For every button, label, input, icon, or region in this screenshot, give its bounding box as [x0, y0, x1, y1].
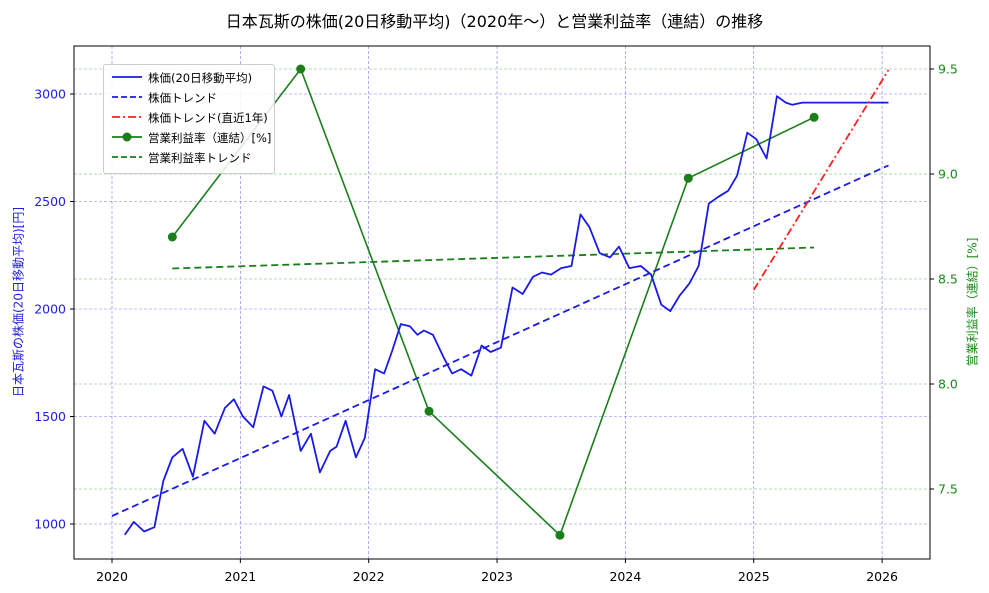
margin-marker	[555, 530, 565, 540]
margin-marker	[167, 232, 177, 242]
legend-item-margin: 営業利益率（連結）[%]	[104, 128, 274, 147]
legend-item-recent-trend: 株価トレンド(直近1年)	[104, 108, 274, 127]
solid-line-icon	[112, 76, 142, 78]
left-tick-label: 1500	[34, 409, 66, 424]
x-tick-label: 2022	[353, 569, 385, 584]
right-tick-label: 9.5	[938, 62, 958, 77]
margin-line	[171, 67, 815, 537]
legend-item-price-trend: 株価トレンド	[104, 88, 274, 107]
legend-item-margin-trend: 営業利益率トレンド	[104, 148, 274, 167]
right-tick-label: 7.5	[938, 482, 958, 497]
right-axis-label: 営業利益率（連結）[%]	[965, 237, 980, 367]
x-tick-label: 2020	[96, 569, 128, 584]
legend-item-price: 株価(20日移動平均)	[104, 68, 274, 87]
x-tick-label: 2025	[738, 569, 770, 584]
chart-title: 日本瓦斯の株価(20日移動平均)（2020年～）と営業利益率（連結）の推移	[225, 12, 764, 31]
right-tick-label: 8.0	[938, 377, 958, 392]
dashdot-line-icon	[112, 116, 142, 118]
x-tick-label: 2021	[224, 569, 256, 584]
series-layer	[111, 64, 890, 540]
plot-frame	[73, 45, 931, 560]
legend: 株価(20日移動平均) 株価トレンド 株価トレンド(直近1年) 営業利益率（連結…	[103, 64, 275, 174]
price-trend-line	[111, 164, 889, 517]
x-tick-label: 2024	[609, 569, 641, 584]
left-tick-label: 1000	[34, 517, 66, 532]
left-tick-label: 2000	[34, 302, 66, 317]
margin-marker	[683, 173, 693, 183]
margin-marker	[424, 406, 434, 416]
right-tick-label: 9.0	[938, 167, 958, 182]
line-marker-icon	[112, 132, 142, 142]
dashed-line-icon	[112, 96, 142, 98]
left-tick-label: 2500	[34, 194, 66, 209]
x-tick-label: 2023	[481, 569, 513, 584]
price-line	[124, 95, 889, 536]
right-tick-label: 8.5	[938, 272, 958, 287]
left-tick-label: 3000	[34, 87, 66, 102]
left-axis-label: 日本瓦斯の株価(20日移動平均)[円]	[11, 207, 26, 397]
x-tick-label: 2026	[866, 569, 898, 584]
margin-trend-line	[172, 246, 815, 270]
axis-ticks: 2020 2021 2022 2023 2024 2025 2026 1000 1500 2000…	[34, 62, 958, 585]
dashed-line-icon	[112, 156, 142, 158]
margin-marker	[809, 112, 819, 122]
margin-marker	[296, 64, 306, 74]
recent-trend-line	[753, 69, 890, 291]
